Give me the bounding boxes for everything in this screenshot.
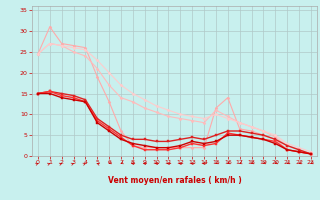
X-axis label: Vent moyen/en rafales ( km/h ): Vent moyen/en rafales ( km/h )	[108, 176, 241, 185]
